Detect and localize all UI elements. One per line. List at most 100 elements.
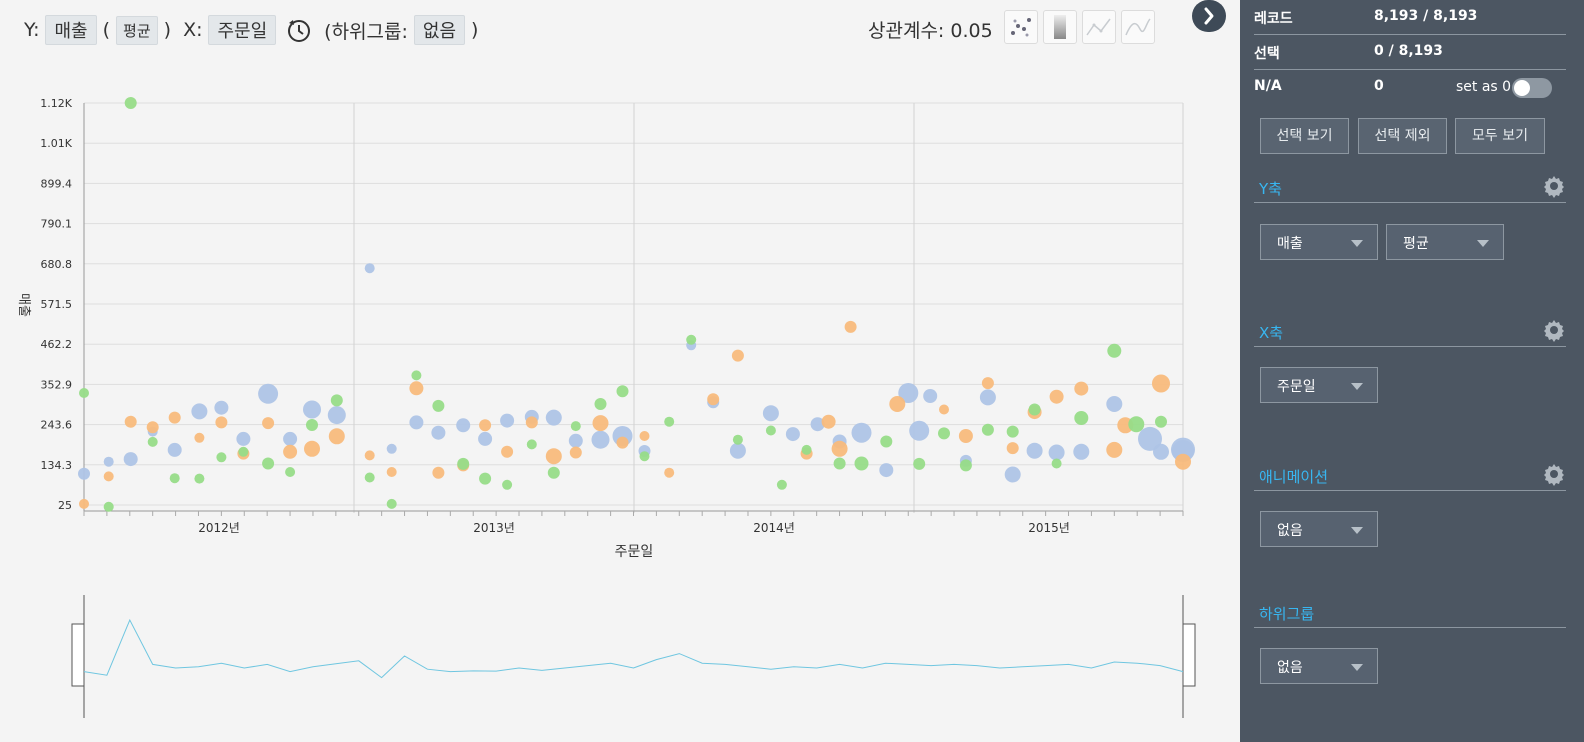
data-point-orange xyxy=(958,429,973,443)
data-point-blue xyxy=(979,389,996,406)
gear-icon[interactable] xyxy=(1542,462,1566,486)
data-point-orange xyxy=(981,377,994,390)
data-point-green xyxy=(981,423,994,436)
y-agg-chip[interactable]: 평균 xyxy=(116,15,158,45)
line-smooth-view-icon[interactable] xyxy=(1121,10,1155,44)
x-field-dropdown[interactable]: 주문일 xyxy=(1260,367,1378,403)
chevron-down-icon xyxy=(1351,240,1363,247)
y-agg-value: 평균 xyxy=(1403,236,1429,252)
subgroup-title: 하위그룹 xyxy=(1259,605,1315,623)
na-row: N/A 0 set as 0 xyxy=(1254,70,1566,104)
subgroup-open: (하위그룹: xyxy=(324,20,408,43)
data-point-blue xyxy=(545,409,562,426)
data-point-green xyxy=(238,446,249,457)
gear-icon[interactable] xyxy=(1542,318,1566,342)
data-point-orange xyxy=(124,415,137,428)
scatter-chart[interactable]: 25 134.3 243.6 352.9 462.2 571.5 680.8 790.1 899… xyxy=(0,0,1240,742)
data-point-green xyxy=(502,479,513,490)
data-point-blue xyxy=(909,420,930,441)
data-point-green xyxy=(124,97,137,109)
exclude-selected-button[interactable]: 선택 제외 xyxy=(1358,118,1447,154)
data-point-orange xyxy=(501,445,514,458)
data-point-green xyxy=(686,334,697,345)
correlation-label: 상관계수: 0.05 xyxy=(868,20,993,42)
paren-open: ( xyxy=(102,19,111,41)
chevron-down-icon xyxy=(1351,664,1363,671)
animation-value: 없음 xyxy=(1277,523,1303,539)
data-point-green xyxy=(457,457,470,470)
data-point-orange xyxy=(707,393,720,406)
data-point-orange xyxy=(821,414,836,429)
y-agg-dropdown[interactable]: 평균 xyxy=(1386,224,1504,260)
show-selected-button[interactable]: 선택 보기 xyxy=(1260,118,1349,154)
data-point-blue xyxy=(1138,426,1162,451)
line-view-icon[interactable] xyxy=(1082,10,1116,44)
data-point-green xyxy=(938,427,950,440)
data-point-blue xyxy=(1106,396,1123,412)
data-point-green xyxy=(547,466,560,479)
animation-section: 애니메이션 xyxy=(1254,460,1566,491)
data-point-orange xyxy=(146,421,159,434)
gradient-view-icon[interactable] xyxy=(1043,10,1077,44)
y-tick-label: 790.1 xyxy=(41,218,73,231)
data-point-blue xyxy=(123,452,138,467)
records-label: 레코드 xyxy=(1254,11,1293,27)
chevron-right-icon[interactable] xyxy=(1192,0,1226,32)
data-point-orange xyxy=(889,396,906,412)
y-tick-label: 462.2 xyxy=(41,338,73,351)
data-point-green xyxy=(616,385,629,398)
data-point-green xyxy=(386,498,397,509)
data-point-orange xyxy=(1152,374,1170,393)
data-point-green xyxy=(854,456,869,471)
data-point-blue xyxy=(78,467,90,480)
data-point-green xyxy=(776,479,787,490)
data-point-green xyxy=(570,421,581,432)
data-point-blue xyxy=(456,418,471,433)
data-point-green xyxy=(306,419,318,431)
y-field-dropdown[interactable]: 매출 xyxy=(1260,224,1378,260)
y-tick-label: 352.9 xyxy=(41,378,73,391)
chevron-down-icon xyxy=(1351,527,1363,534)
data-point-orange xyxy=(525,416,538,429)
subgroup-dropdown[interactable]: 없음 xyxy=(1260,648,1378,684)
x-prefix: X: xyxy=(183,19,203,41)
data-point-orange xyxy=(831,440,848,457)
scatter-view-icon[interactable] xyxy=(1004,10,1038,44)
x-tick-label: 2012년 xyxy=(198,521,240,535)
data-point-blue xyxy=(1004,466,1021,483)
animation-dropdown[interactable]: 없음 xyxy=(1260,511,1378,547)
data-point-orange xyxy=(664,467,675,478)
chevron-down-icon xyxy=(1351,383,1363,390)
data-point-green xyxy=(103,501,114,512)
y-tick-label: 134.3 xyxy=(41,459,73,472)
clock-cycle-icon[interactable] xyxy=(286,17,312,43)
data-point-blue xyxy=(591,430,610,449)
data-point-orange xyxy=(328,428,345,445)
data-point-orange xyxy=(545,448,562,465)
data-point-orange xyxy=(939,404,949,415)
gear-icon[interactable] xyxy=(1542,174,1566,198)
set-as-zero-toggle[interactable] xyxy=(1512,78,1552,98)
data-point-green xyxy=(639,451,650,462)
data-point-green xyxy=(432,399,445,412)
data-point-orange xyxy=(731,349,744,362)
subgroup-close: ) xyxy=(471,19,479,41)
y-field-chip[interactable]: 매출 xyxy=(45,15,97,45)
show-all-button[interactable]: 모두 보기 xyxy=(1455,118,1545,154)
axis-summary-bar: Y: 매출 ( 평균 ) X: 주문일 (하위그룹: 없음 ) xyxy=(22,14,480,46)
data-point-blue xyxy=(923,389,938,403)
range-left-handle xyxy=(71,623,85,687)
y-tick-label: 680.8 xyxy=(41,258,73,271)
data-point-green xyxy=(411,370,422,381)
x-axis-section: X축 xyxy=(1254,316,1566,347)
data-point-green xyxy=(479,472,492,485)
records-row: 레코드 8,193 / 8,193 xyxy=(1254,0,1566,35)
data-point-orange xyxy=(1175,453,1191,470)
data-point-blue xyxy=(303,400,321,419)
na-value: 0 xyxy=(1374,78,1384,94)
subgroup-chip[interactable]: 없음 xyxy=(413,15,466,45)
data-point-blue xyxy=(431,425,446,440)
data-point-orange xyxy=(616,436,629,449)
y-prefix: Y: xyxy=(24,19,40,41)
x-field-chip[interactable]: 주문일 xyxy=(208,15,277,45)
